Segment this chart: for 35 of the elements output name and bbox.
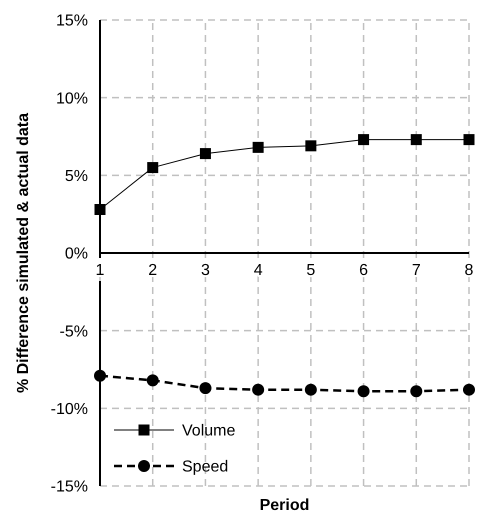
point xyxy=(304,384,317,396)
point xyxy=(410,385,422,398)
y-tick-label: -10% xyxy=(50,400,88,418)
x-tick-label: 6 xyxy=(359,262,368,279)
x-tick-label: 4 xyxy=(254,262,263,279)
y-tick-label: 10% xyxy=(56,90,88,108)
point xyxy=(463,384,475,396)
point xyxy=(199,382,212,394)
point xyxy=(464,134,474,146)
legend-label: Speed xyxy=(182,458,228,476)
x-tick-label: 7 xyxy=(412,262,421,279)
x-tick-label: 2 xyxy=(148,262,158,279)
point xyxy=(410,134,422,146)
x-axis-title: Period xyxy=(260,497,310,514)
point xyxy=(146,374,159,386)
point xyxy=(200,148,211,160)
x-tick-label: 1 xyxy=(96,262,105,279)
y-tick-label: -15% xyxy=(50,478,88,496)
point xyxy=(252,142,264,153)
point xyxy=(358,385,370,398)
point xyxy=(147,162,158,174)
y-tick-label: 5% xyxy=(64,168,88,185)
point xyxy=(252,384,264,396)
point xyxy=(358,134,370,146)
x-tick-label: 3 xyxy=(200,262,210,279)
point xyxy=(305,140,316,152)
point xyxy=(94,204,106,216)
legend-label: Volume xyxy=(182,422,236,440)
y-tick-label: 0% xyxy=(64,246,88,263)
x-tick-label: 8 xyxy=(464,262,474,279)
y-axis-title: % Difference simulated & actual data xyxy=(15,112,32,394)
y-tick-label: -5% xyxy=(60,323,88,340)
y-tick-label: 15% xyxy=(56,12,88,30)
x-tick-label: 5 xyxy=(306,262,316,279)
point xyxy=(94,370,106,382)
